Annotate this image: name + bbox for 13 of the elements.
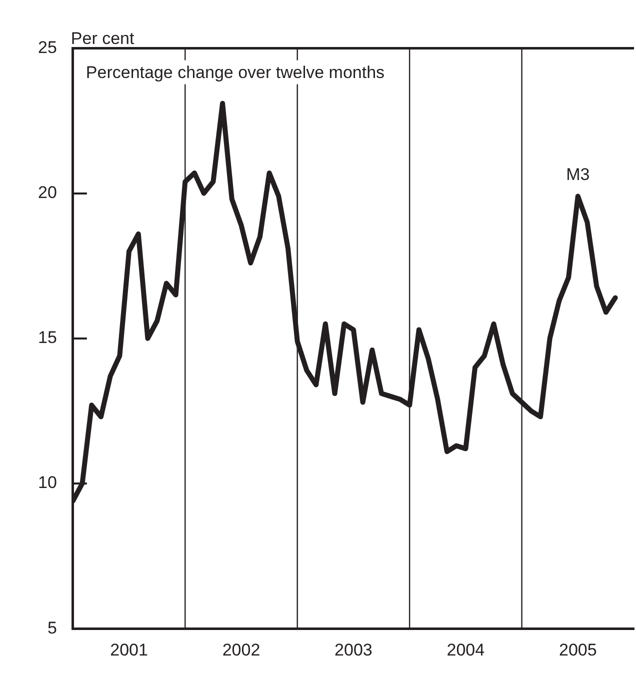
x-tick-label: 2002	[222, 640, 260, 660]
y-tick-label: 20	[38, 182, 57, 202]
x-tick-label: 2004	[446, 640, 485, 660]
y-tick-label: 5	[47, 618, 57, 638]
y-tick-label: 15	[38, 328, 57, 348]
y-axis-title: Per cent	[70, 29, 134, 48]
y-tick-label: 10	[38, 473, 57, 492]
x-tick-label: 2003	[334, 640, 372, 660]
series-label: M3	[566, 165, 590, 184]
text: Percentage change over twelve months	[86, 63, 385, 82]
x-tick-label: 2001	[110, 640, 148, 660]
x-tick-label: 2005	[558, 640, 597, 660]
y-tick-label: 25	[38, 38, 57, 57]
